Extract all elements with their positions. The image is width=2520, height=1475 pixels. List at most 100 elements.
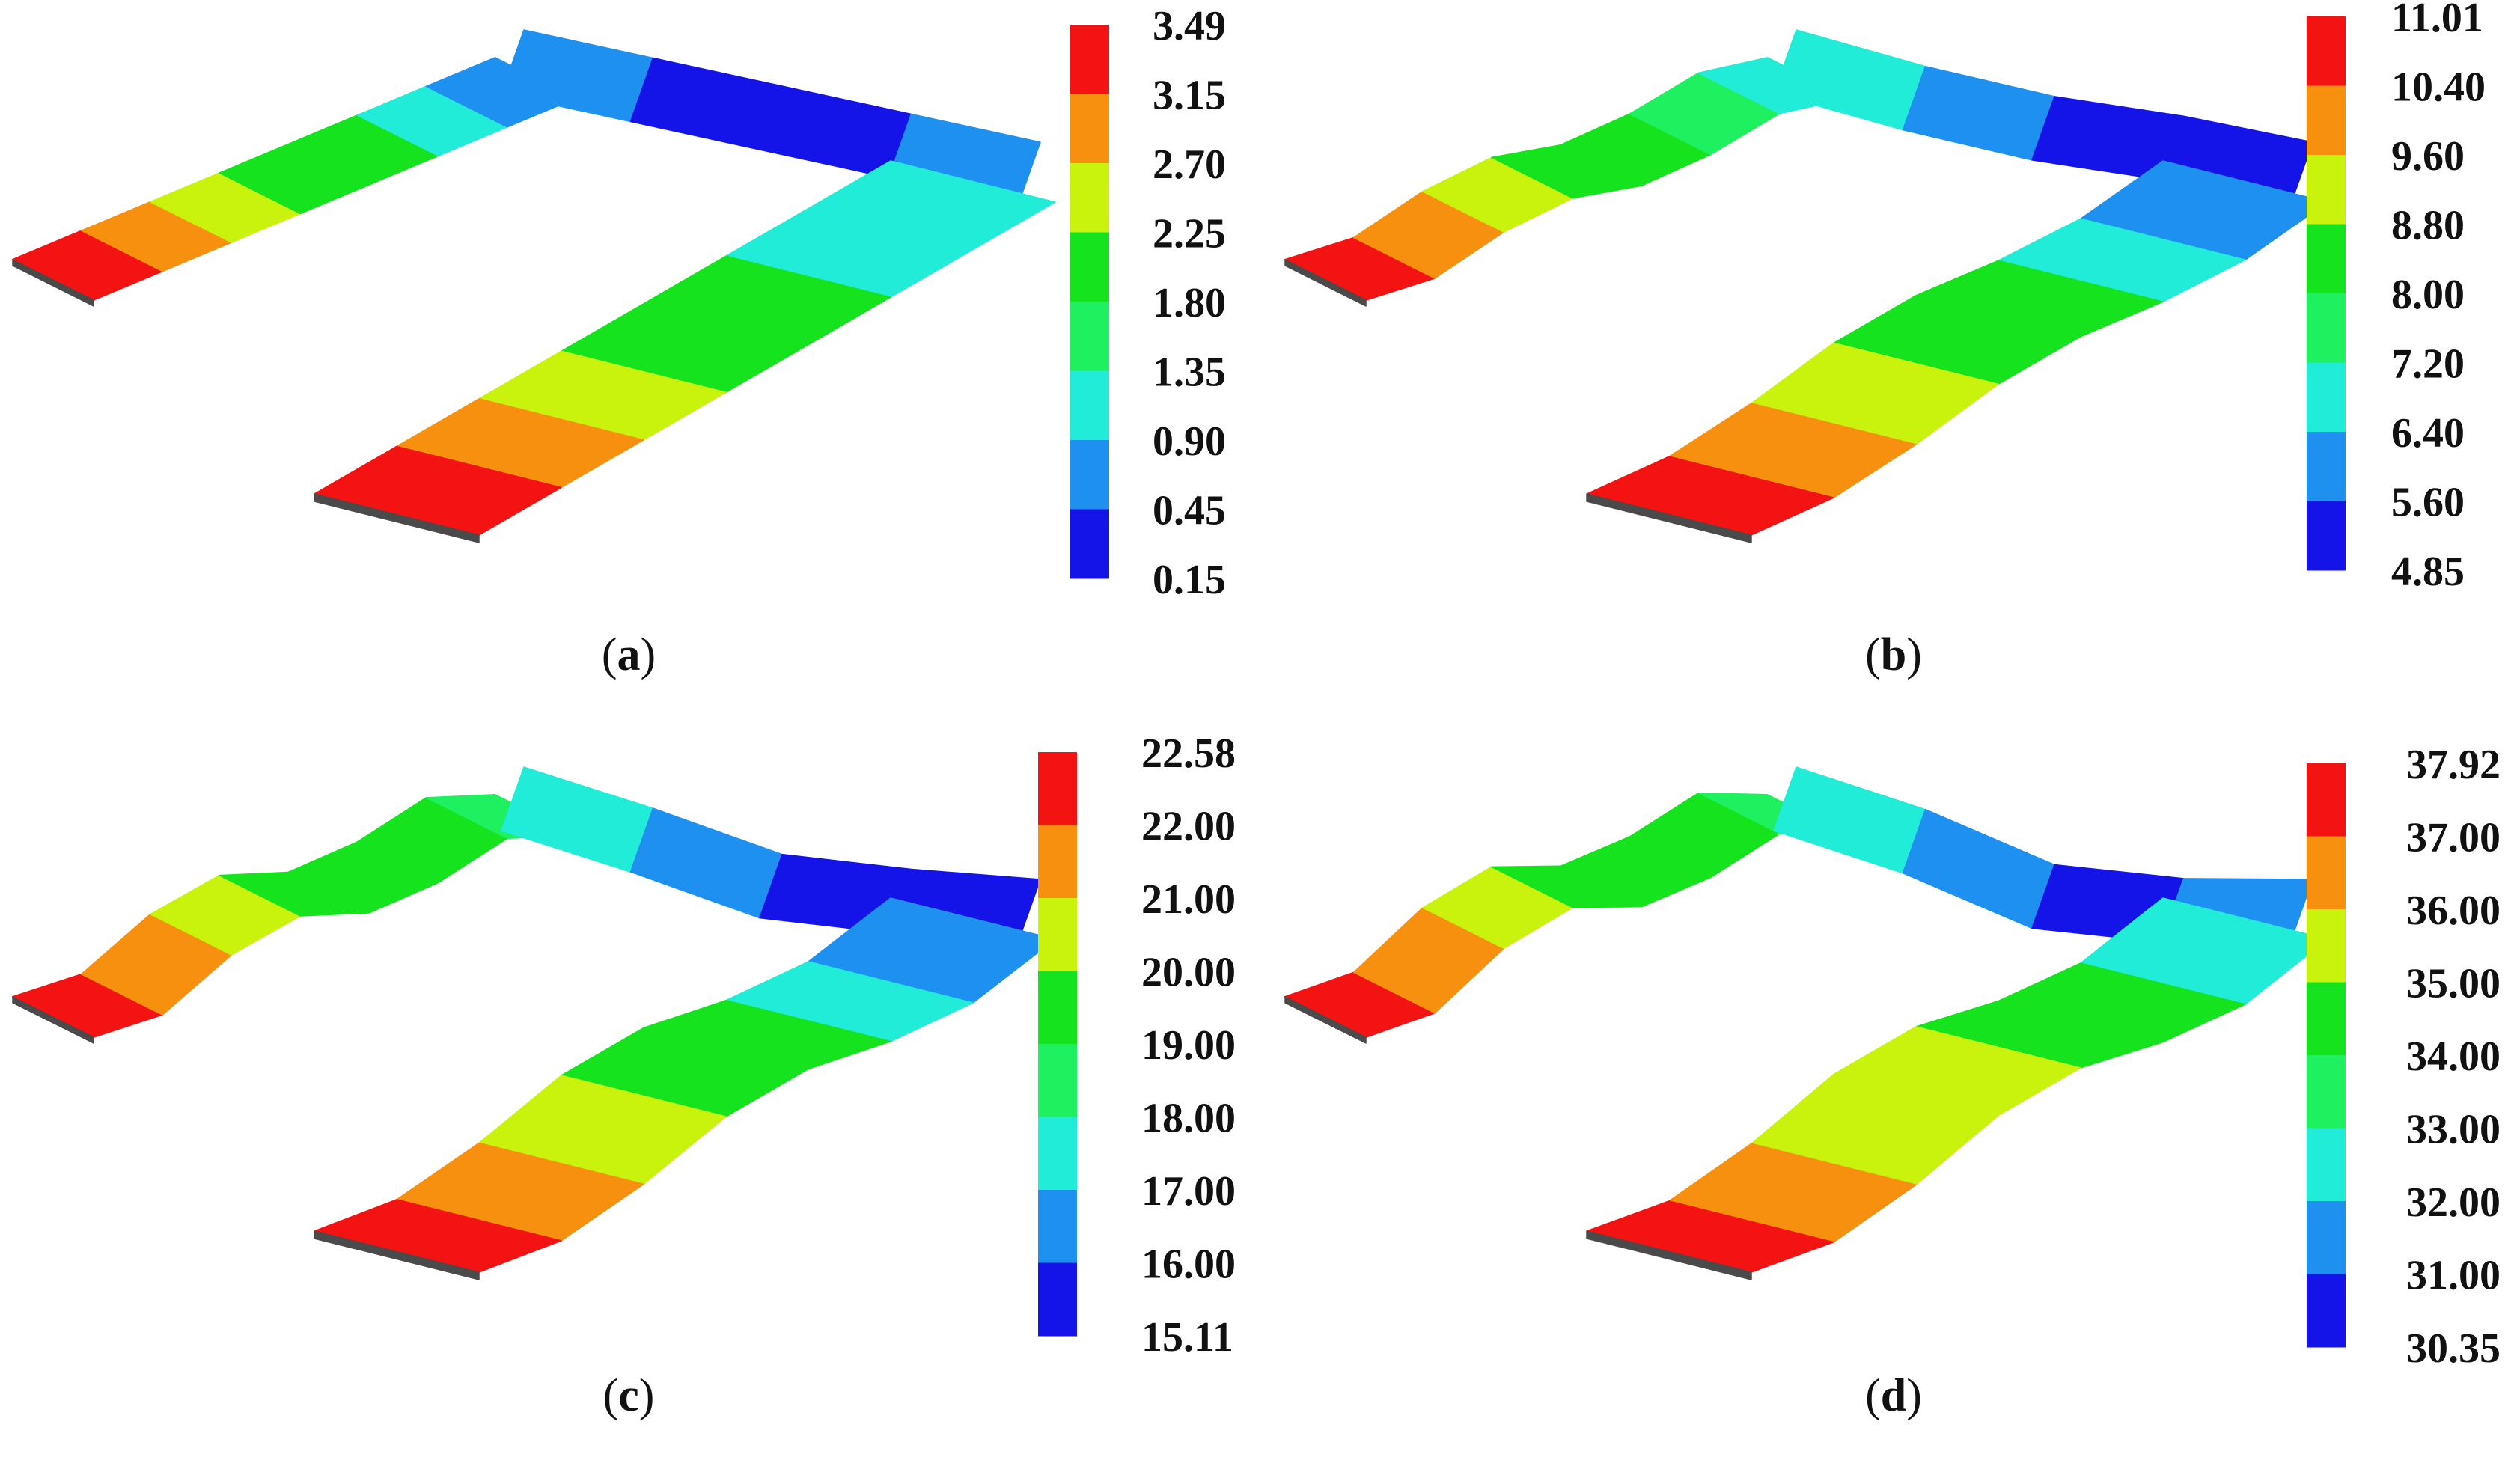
legend-swatch-3 [2307,155,2346,225]
right-arm-edge [1586,493,1752,543]
left-arm-edge [12,259,94,307]
panel-caption-letter: a [617,629,641,680]
legend-swatch-7 [1070,440,1109,510]
legend-label: 2.70 [1153,141,1226,188]
color-legend: 37.92 37.00 36.00 35.00 34.00 33.00 32.00 31.00… [2307,742,2501,1372]
legend-swatch-6 [1038,1117,1077,1191]
legend-label: 33.00 [2406,1107,2501,1153]
legend-label: 0.15 [1153,557,1226,603]
right-arm-edge [1586,1230,1752,1280]
legend-swatch-8 [1038,1262,1077,1337]
panel-caption-letter: c [618,1370,639,1421]
legend-swatch-8 [2307,501,2346,571]
legend-swatch-1 [1038,752,1077,825]
panel-caption: (d) [1865,1370,1922,1421]
legend-label: 4.85 [2391,549,2465,595]
legend-label: 34.00 [2406,1033,2501,1080]
panel-c: 22.58 22.00 21.00 20.00 19.00 18.00 17.00 16.00… [11,730,1236,1421]
top-section-band-2 [629,807,783,919]
top-section-band-2 [1902,808,2055,929]
legend-label: 30.35 [2406,1325,2501,1372]
legend-label: 3.15 [1153,73,1226,119]
left-arm-edge [12,996,94,1044]
legend-label: 3.49 [1153,3,1226,49]
legend-label: 20.00 [1141,950,1236,996]
channel-model [11,29,1056,543]
right-arm-edge [314,1230,480,1280]
top-section-band-1 [1773,766,1926,874]
panel-caption: (c) [603,1370,655,1421]
channel-model [1284,29,2328,543]
legend-label: 32.00 [2406,1179,2501,1226]
legend-label: 11.01 [2391,0,2483,41]
panels-layer: 3.49 3.15 2.70 2.25 1.80 1.35 0.90 0.45 0.15 (a) 1… [11,0,2501,1421]
legend-swatch-1 [2307,16,2346,86]
legend-swatch-8 [2307,1274,2346,1348]
channel-model [11,766,1056,1280]
legend-swatch-4 [2307,224,2346,294]
legend-swatch-2 [1038,825,1077,899]
legend-label: 6.40 [2391,410,2465,456]
legend-swatch-6 [2307,1128,2346,1202]
panel-caption-letter: d [1881,1370,1906,1421]
legend-label: 8.80 [2391,203,2465,249]
legend-label: 21.00 [1141,876,1236,923]
legend-swatch-5 [1038,1044,1077,1117]
legend-swatch-3 [1070,163,1109,233]
legend-label: 0.45 [1153,488,1226,534]
top-section-band-2 [1902,65,2055,161]
legend-label: 17.00 [1141,1168,1236,1215]
legend-label: 1.80 [1153,280,1226,326]
legend-label: 19.00 [1141,1022,1236,1069]
legend-label: 37.00 [2406,815,2501,861]
top-section-band-1 [501,766,654,873]
channel-model [1284,766,2328,1280]
legend-label: 9.60 [2391,133,2465,180]
legend-label: 37.92 [2406,742,2501,788]
legend-label: 5.60 [2391,480,2465,526]
legend-label: 0.90 [1153,418,1226,465]
legend-label: 10.40 [2391,64,2486,111]
legend-swatch-5 [1070,302,1109,371]
legend-swatch-8 [1070,509,1109,579]
legend-label: 22.58 [1141,730,1236,777]
color-legend: 11.01 10.40 9.60 8.80 8.00 7.20 6.40 5.60 4.85 [2307,0,2486,595]
legend-label: 7.20 [2391,341,2465,388]
panel-d: 37.92 37.00 36.00 35.00 34.00 33.00 32.00 31.00… [1284,742,2501,1421]
legend-swatch-3 [2307,909,2346,983]
color-legend: 22.58 22.00 21.00 20.00 19.00 18.00 17.00 16.00… [1038,730,1236,1361]
right-arm-edge [314,493,480,543]
legend-label: 31.00 [2406,1253,2501,1299]
panel-caption: (b) [1865,629,1922,680]
legend-label: 15.11 [1141,1314,1233,1361]
legend-swatch-5 [2307,1055,2346,1129]
color-legend: 3.49 3.15 2.70 2.25 1.80 1.35 0.90 0.45 0.15 [1070,3,1226,603]
panel-caption: (a) [602,629,656,680]
legend-label: 2.25 [1153,211,1226,257]
legend-label: 1.35 [1153,349,1226,396]
legend-swatch-2 [1070,94,1109,164]
top-section-band-1 [1773,29,1926,131]
legend-swatch-3 [1038,898,1077,971]
left-arm-edge [1284,259,1367,307]
legend-label: 35.00 [2406,961,2501,1007]
legend-swatch-2 [2307,85,2346,156]
panel-b: 11.01 10.40 9.60 8.80 8.00 7.20 6.40 5.60 4.85 (b… [1284,0,2486,680]
legend-label: 36.00 [2406,888,2501,934]
top-section-band-2 [629,57,783,150]
legend-swatch-7 [1038,1190,1077,1263]
legend-swatch-7 [2307,432,2346,501]
legend-swatch-1 [2307,763,2346,837]
legend-swatch-4 [1070,232,1109,302]
legend-swatch-6 [2307,362,2346,433]
legend-label: 18.00 [1141,1096,1236,1142]
panel-caption-letter: b [1881,629,1906,680]
legend-label: 16.00 [1141,1242,1236,1288]
legend-label: 22.00 [1141,804,1236,850]
legend-swatch-5 [2307,293,2346,363]
legend-swatch-2 [2307,836,2346,910]
left-arm-edge [1284,996,1367,1044]
legend-swatch-7 [2307,1201,2346,1274]
legend-swatch-4 [2307,982,2346,1056]
